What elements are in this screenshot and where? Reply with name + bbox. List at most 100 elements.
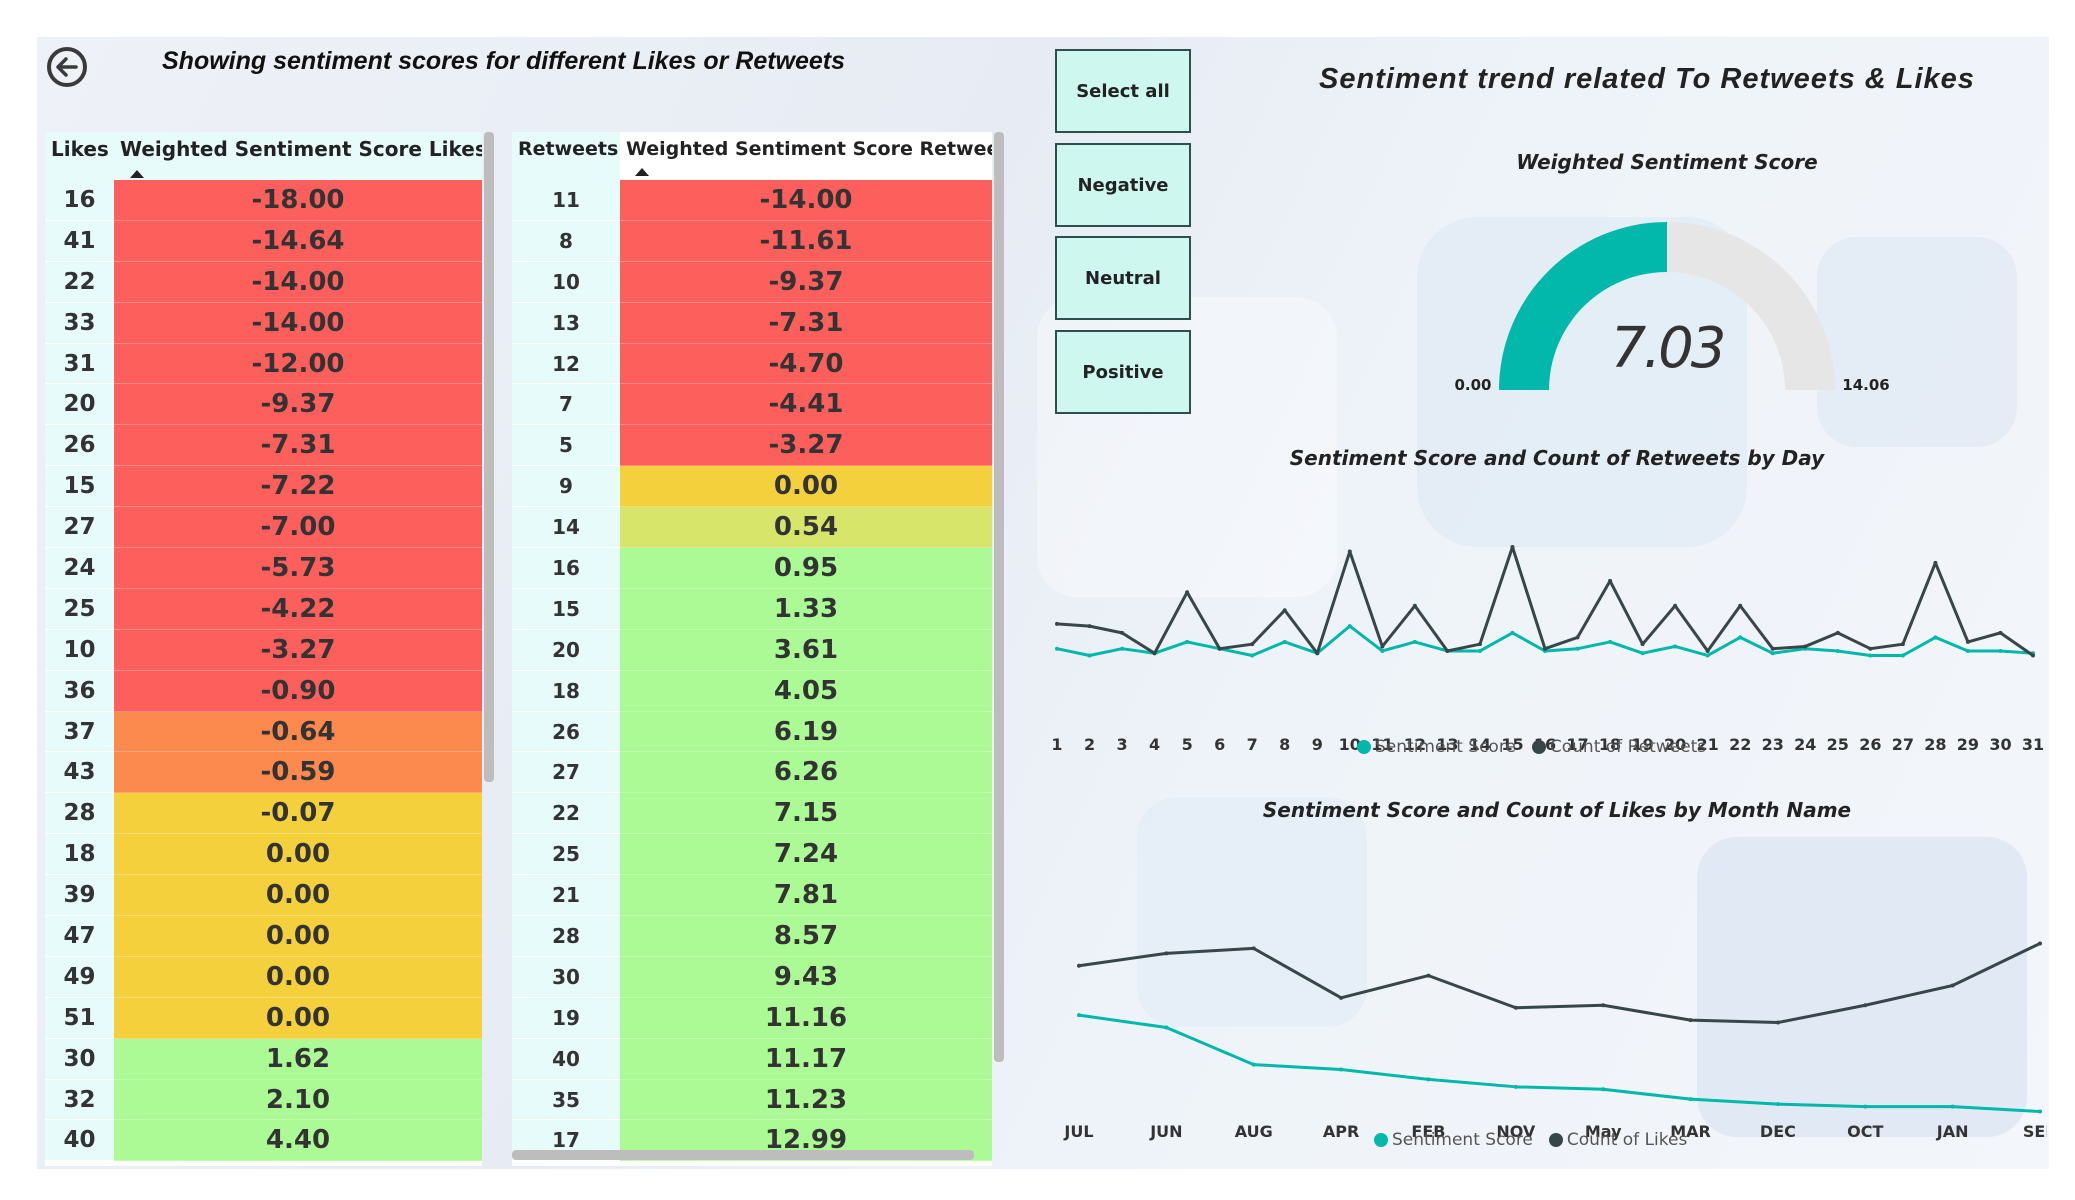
table-row[interactable]: 40 11.17 — [512, 1038, 992, 1080]
table-row[interactable]: 8 -11.61 — [512, 220, 992, 262]
slicer-negative-button[interactable]: Negative — [1055, 143, 1191, 227]
data-point[interactable] — [1087, 624, 1092, 629]
table-row[interactable]: 22 -14.00 — [45, 261, 482, 303]
data-point[interactable] — [1445, 648, 1450, 653]
data-point[interactable] — [1601, 1003, 1606, 1008]
data-point[interactable] — [1775, 1020, 1780, 1025]
data-point[interactable] — [1164, 1025, 1169, 1030]
table-row[interactable]: 14 0.54 — [512, 507, 992, 549]
retweets-table-horizontal-scrollbar[interactable] — [512, 1150, 974, 1160]
column-header-weighted-score[interactable]: Weighted Sentiment Score Retweets — [626, 138, 992, 160]
series-line-count-of-retweets[interactable] — [1056, 545, 2034, 657]
table-row[interactable]: 5 -3.27 — [512, 425, 992, 467]
data-point[interactable] — [1412, 639, 1417, 644]
table-row[interactable]: 31 -12.00 — [45, 343, 482, 385]
data-point[interactable] — [1315, 651, 1320, 656]
table-row[interactable]: 37 -0.64 — [45, 711, 482, 753]
column-header-weighted-score[interactable]: Weighted Sentiment Score Likes — [120, 137, 482, 161]
data-point[interactable] — [1608, 578, 1613, 583]
table-row[interactable]: 35 11.23 — [512, 1079, 992, 1121]
table-row[interactable]: 15 -7.22 — [45, 466, 482, 508]
table-row[interactable]: 10 -3.27 — [45, 629, 482, 671]
table-row[interactable]: 20 3.61 — [512, 629, 992, 671]
data-point[interactable] — [1775, 1102, 1780, 1107]
data-point[interactable] — [1803, 644, 1808, 649]
data-point[interactable] — [1998, 630, 2003, 635]
data-point[interactable] — [1705, 648, 1710, 653]
data-point[interactable] — [1426, 973, 1431, 978]
data-point[interactable] — [1251, 946, 1256, 951]
data-point[interactable] — [1087, 653, 1092, 658]
data-point[interactable] — [1477, 648, 1482, 653]
data-point[interactable] — [1380, 644, 1385, 649]
data-point[interactable] — [1950, 1104, 1955, 1109]
data-point[interactable] — [1380, 648, 1385, 653]
data-point[interactable] — [1770, 646, 1775, 651]
data-point[interactable] — [1900, 642, 1905, 647]
data-point[interactable] — [1055, 646, 1059, 651]
data-point[interactable] — [1608, 639, 1613, 644]
likes-sentiment-table[interactable]: Likes Weighted Sentiment Score Likes 16-… — [45, 132, 482, 1166]
table-row[interactable]: 49 0.00 — [45, 956, 482, 998]
data-point[interactable] — [1770, 651, 1775, 656]
table-row[interactable]: 9 0.00 — [512, 466, 992, 508]
table-row[interactable]: 43 -0.59 — [45, 752, 482, 794]
table-row[interactable]: 24 -5.73 — [45, 548, 482, 589]
data-point[interactable] — [2031, 653, 2035, 658]
data-point[interactable] — [1120, 646, 1125, 651]
data-point[interactable] — [1339, 1067, 1344, 1072]
slicer-neutral-button[interactable]: Neutral — [1055, 236, 1191, 320]
data-point[interactable] — [1933, 560, 1938, 565]
data-point[interactable] — [1673, 644, 1678, 649]
data-point[interactable] — [1673, 603, 1678, 608]
data-point[interactable] — [1601, 1087, 1606, 1092]
data-point[interactable] — [1426, 1077, 1431, 1082]
back-button[interactable] — [47, 47, 87, 87]
data-point[interactable] — [1998, 648, 2003, 653]
data-point[interactable] — [1900, 653, 1905, 658]
table-row[interactable]: 27 6.26 — [512, 752, 992, 794]
table-row[interactable]: 13 -7.31 — [512, 302, 992, 344]
sort-ascending-icon[interactable] — [130, 170, 144, 178]
table-row[interactable]: 39 0.00 — [45, 875, 482, 917]
likes-table-scrollbar[interactable] — [484, 132, 494, 782]
data-point[interactable] — [1688, 1018, 1693, 1023]
table-row[interactable]: 27 -7.00 — [45, 507, 482, 549]
table-row[interactable]: 36 -0.90 — [45, 670, 482, 712]
table-row[interactable]: 18 0.00 — [45, 834, 482, 876]
column-header-retweets[interactable]: Retweets — [512, 132, 620, 180]
table-row[interactable]: 25 7.24 — [512, 834, 992, 876]
data-point[interactable] — [1282, 608, 1287, 613]
table-row[interactable]: 11 -14.00 — [512, 180, 992, 221]
data-point[interactable] — [1863, 1104, 1868, 1109]
data-point[interactable] — [1950, 983, 1955, 988]
data-point[interactable] — [1282, 639, 1287, 644]
table-row[interactable]: 7 -4.41 — [512, 384, 992, 426]
series-line-sentiment-score[interactable] — [1078, 1013, 2041, 1114]
data-point[interactable] — [1250, 653, 1255, 658]
table-row[interactable]: 28 -0.07 — [45, 793, 482, 835]
data-point[interactable] — [1185, 590, 1190, 595]
data-point[interactable] — [1965, 639, 1970, 644]
data-point[interactable] — [1738, 635, 1743, 640]
table-row[interactable]: 16 -18.00 — [45, 180, 482, 221]
data-point[interactable] — [1688, 1097, 1693, 1102]
table-row[interactable]: 10 -9.37 — [512, 261, 992, 303]
data-point[interactable] — [1055, 621, 1059, 626]
data-point[interactable] — [1217, 646, 1222, 651]
table-row[interactable]: 12 -4.70 — [512, 343, 992, 385]
data-point[interactable] — [1640, 651, 1645, 656]
data-point[interactable] — [1510, 545, 1515, 549]
table-row[interactable]: 40 4.40 — [45, 1120, 482, 1162]
table-row[interactable]: 47 0.00 — [45, 916, 482, 957]
table-row[interactable]: 28 8.57 — [512, 916, 992, 957]
table-row[interactable]: 33 -14.00 — [45, 302, 482, 344]
data-point[interactable] — [1251, 1062, 1256, 1067]
table-row[interactable]: 21 7.81 — [512, 875, 992, 917]
data-point[interactable] — [2038, 1109, 2042, 1114]
retweets-table-scrollbar[interactable] — [994, 132, 1004, 1062]
slicer-positive-button[interactable]: Positive — [1055, 330, 1191, 414]
data-point[interactable] — [2038, 941, 2042, 946]
data-point[interactable] — [1412, 603, 1417, 608]
column-header-likes[interactable]: Likes — [51, 137, 109, 161]
